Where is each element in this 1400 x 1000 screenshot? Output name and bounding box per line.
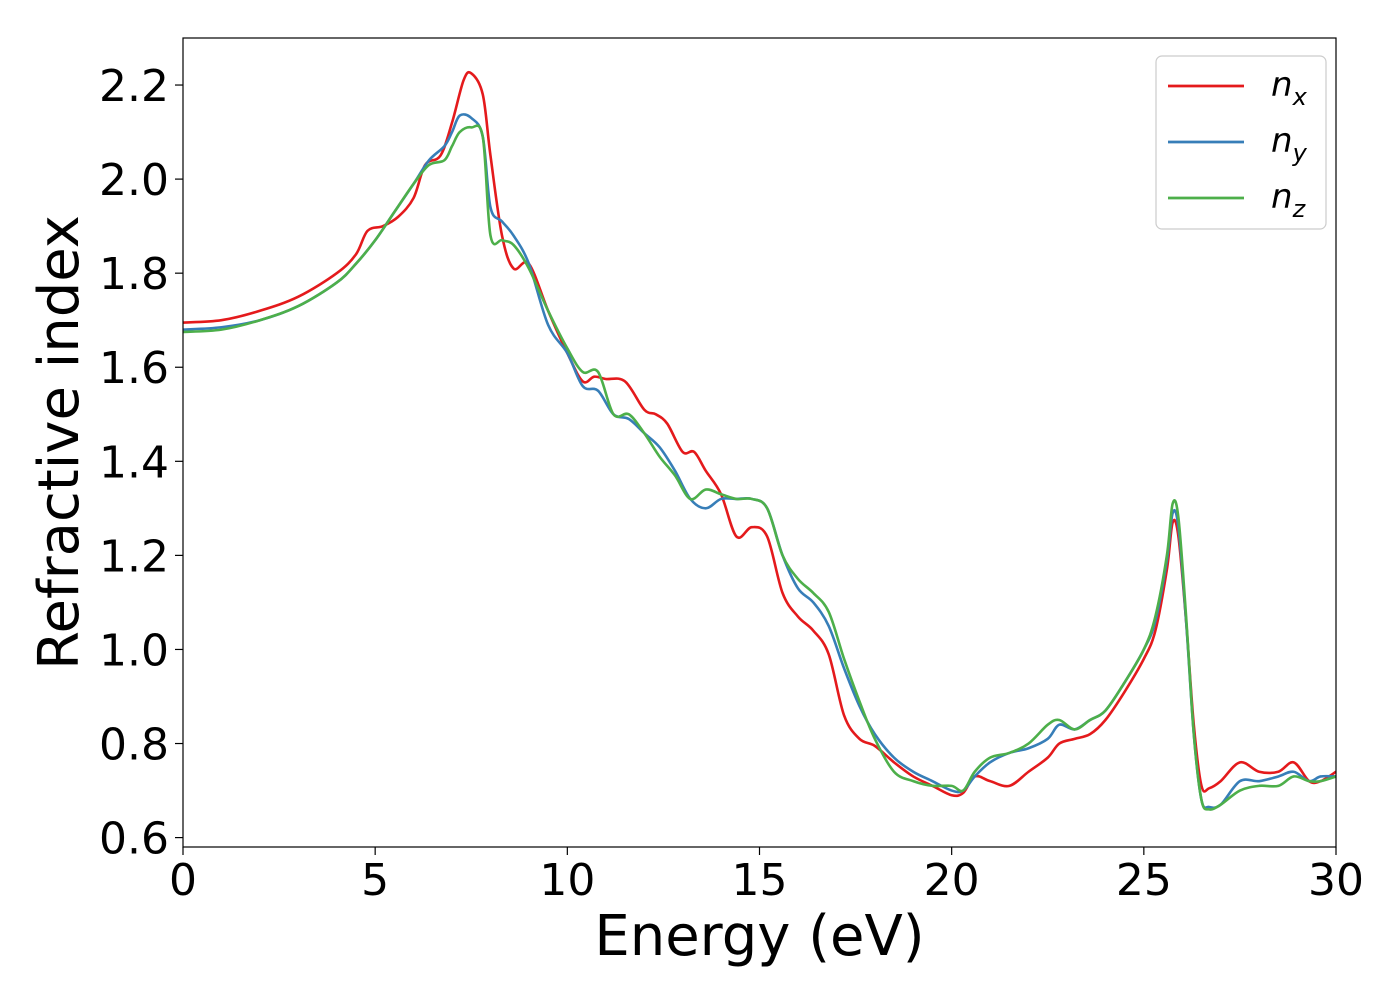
x-axis-title: Energy (eV) <box>594 904 924 969</box>
y-tick-label: 1.4 <box>99 437 169 488</box>
x-tick-label: 25 <box>1116 855 1172 906</box>
series-line-nz <box>183 124 1336 811</box>
y-tick-label: 1.8 <box>99 249 169 300</box>
y-tick-label: 2.2 <box>99 61 169 112</box>
x-tick-label: 30 <box>1308 855 1364 906</box>
x-tick-label: 20 <box>924 855 980 906</box>
y-tick-label: 2.0 <box>99 155 169 206</box>
x-axis-ticks: 0 5 10 15 20 25 30 <box>169 847 1364 906</box>
x-tick-label: 5 <box>361 855 389 906</box>
y-tick-label: 1.2 <box>99 531 169 582</box>
y-axis-ticks: 0.6 0.8 1.0 1.2 1.4 1.6 1.8 2.0 2.2 <box>99 61 183 865</box>
y-tick-label: 1.6 <box>99 343 169 394</box>
x-tick-label: 15 <box>732 855 788 906</box>
y-tick-label: 1.0 <box>99 625 169 676</box>
y-tick-label: 0.8 <box>99 720 169 771</box>
y-tick-label: 0.6 <box>99 814 169 865</box>
plot-lines <box>183 70 1336 811</box>
x-tick-label: 10 <box>539 855 595 906</box>
y-axis-title: Refractive index <box>27 215 92 670</box>
x-tick-label: 0 <box>169 855 197 906</box>
